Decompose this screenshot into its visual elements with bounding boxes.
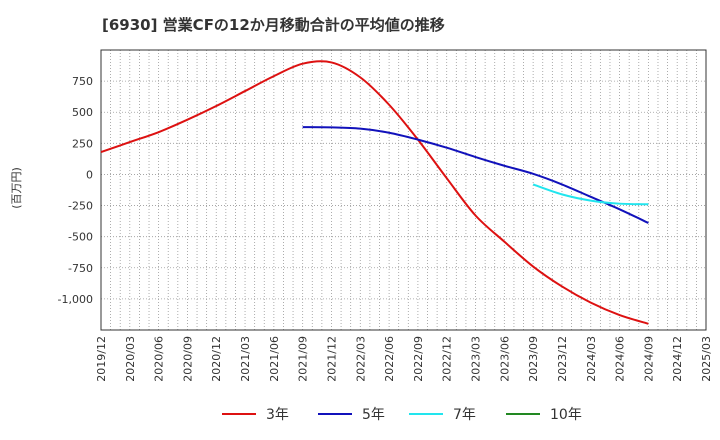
x-tick-label: 2021/09 xyxy=(297,336,310,382)
y-tick-label: 0 xyxy=(86,168,93,181)
legend: 3年 5年 7年 10年 xyxy=(222,407,582,423)
x-tick-label: 2022/03 xyxy=(354,336,367,382)
x-tick-label: 2023/03 xyxy=(470,336,483,382)
series-line-3 xyxy=(532,183,649,206)
x-tick-label: 2020/06 xyxy=(153,336,166,382)
x-tick-label: 2023/12 xyxy=(556,336,569,382)
x-tick-label: 2025/03 xyxy=(700,336,713,382)
legend-label: 7年 xyxy=(453,407,476,423)
x-tick-label: 2021/03 xyxy=(239,336,252,382)
y-tick-label: -1,000 xyxy=(58,293,93,306)
legend-label: 3年 xyxy=(266,407,289,423)
plot-frame xyxy=(100,49,707,331)
y-tick-label: 250 xyxy=(72,137,93,150)
x-tick-label: 2020/03 xyxy=(124,336,137,382)
x-tick-label: 2024/09 xyxy=(642,336,655,382)
grid-horizontal-lines xyxy=(101,80,706,300)
y-tick-label: -750 xyxy=(68,262,93,275)
chart-title: [6930] 営業CFの12か月移動合計の平均値の推移 xyxy=(102,16,445,34)
series-lines xyxy=(100,60,649,325)
x-tick-label: 2024/06 xyxy=(614,336,627,382)
x-tick-labels: 2019/12 2020/03 2020/06 2020/09 2020/12 2021/… xyxy=(95,336,713,382)
x-tick-label: 2022/09 xyxy=(412,336,425,382)
y-tick-label: -250 xyxy=(68,200,93,213)
x-tick-label: 2024/03 xyxy=(585,336,598,382)
x-tick-label: 2021/12 xyxy=(325,336,338,382)
x-tick-label: 2022/12 xyxy=(441,336,454,382)
x-tick-label: 2023/06 xyxy=(498,336,511,382)
x-tick-label: 2020/12 xyxy=(210,336,223,382)
x-tick-label: 2019/12 xyxy=(95,336,108,382)
y-tick-label: 750 xyxy=(72,75,93,88)
y-tick-labels: 750 500 250 0 -250 -500 -750 -1,000 xyxy=(58,75,93,306)
x-tick-label: 2024/12 xyxy=(671,336,684,382)
x-tick-label: 2020/09 xyxy=(181,336,194,382)
y-tick-label: -500 xyxy=(68,231,93,244)
grid-vertical-lines xyxy=(110,50,697,330)
legend-label: 5年 xyxy=(362,407,385,423)
series-line-2 xyxy=(302,126,649,224)
x-tick-label: 2021/06 xyxy=(268,336,281,382)
y-tick-label: 500 xyxy=(72,106,93,119)
x-tick-label: 2022/06 xyxy=(383,336,396,382)
series-line-1 xyxy=(100,60,649,325)
legend-label: 10年 xyxy=(550,407,582,423)
x-tick-label: 2023/09 xyxy=(527,336,540,382)
